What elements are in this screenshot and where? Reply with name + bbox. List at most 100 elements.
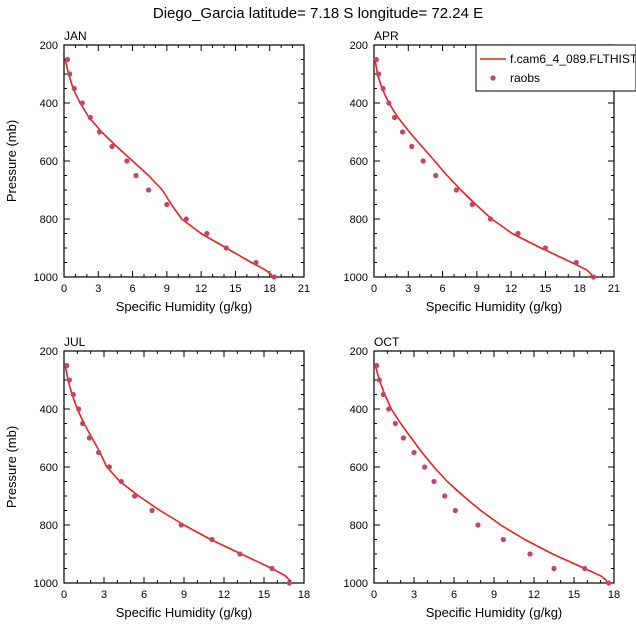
panel-jul: 0 3 6 9 12 15 18 200 400 600 800 1000 JUL Specific Hu… [4,335,310,620]
raobs-point [527,551,533,557]
x-tick-label: 3 [405,283,411,295]
panel-label: JAN [64,29,87,43]
y-tick-label: 200 [350,40,368,52]
raobs-point [386,100,392,106]
y-tick-label: 400 [350,404,368,416]
raobs-point [422,464,428,470]
raobs-point [124,158,130,164]
panel-label: OCT [374,335,400,349]
x-tick-label: 9 [491,589,497,601]
x-tick-label: 6 [451,589,457,601]
raobs-point [133,172,139,179]
y-tick-label: 600 [350,462,368,474]
raobs-point [96,129,103,135]
raobs-point [452,507,458,514]
x-tick-label: 18 [608,589,620,601]
x-tick-label: 6 [141,589,147,601]
y-tick-label: 400 [350,98,368,110]
raobs-point [70,391,76,398]
raobs-point [380,391,386,398]
raobs-point [149,507,155,514]
x-tick-label: 18 [574,283,586,295]
x-tick-label: 0 [61,589,67,601]
model-profile-line [64,365,292,584]
raobs-point [209,536,215,543]
raobs-point [442,493,448,499]
plot-frame [63,350,305,584]
x-tick-label: 21 [608,283,620,295]
raobs-point [80,420,86,427]
x-tick-label: 18 [264,283,276,295]
x-tick-label: 3 [95,283,101,295]
x-axis-title: Specific Humidity (g/kg) [426,605,563,620]
raobs-point [271,274,277,280]
raobs-point [386,406,392,412]
raobs-point [475,522,481,528]
raobs-point [392,420,398,427]
raobs-point [71,85,77,92]
raobs-point [374,362,380,369]
panel-apr: 0 3 6 9 12 15 18 21 200 400 600 800 1000 APR Specific … [344,29,621,314]
x-tick-label: 6 [440,283,446,295]
x-tick-label: 9 [474,283,480,295]
raobs-point [411,449,417,456]
legend-model-label: f.cam6_4_089.FLTHIST [510,52,636,66]
raobs-point [590,274,597,280]
raobs-point [375,71,382,77]
raobs-point [183,216,189,222]
x-tick-label: 0 [61,283,67,295]
raobs-point [76,406,82,412]
raobs-point [373,56,379,63]
raobs-point [409,143,415,150]
x-axis-title: Specific Humidity (g/kg) [426,299,563,314]
raobs-point [573,259,579,266]
raobs-point [164,201,170,208]
raobs-point [400,435,406,441]
raobs-point [106,464,112,470]
raobs-point [551,565,557,572]
raobs-point [515,230,521,237]
raobs-point [145,187,152,193]
x-tick-label: 0 [371,283,377,295]
raobs-point [66,377,72,383]
y-tick-label: 400 [40,404,58,416]
y-tick-label: 400 [40,98,58,110]
raobs-point [286,580,292,586]
model-profile-line [64,59,274,278]
model-profile-line [374,59,594,278]
legend-box [475,44,636,92]
raobs-point [399,129,406,135]
x-tick-label: 15 [229,283,241,295]
raobs-point [223,245,229,251]
y-tick-label: 1000 [344,272,368,284]
x-tick-label: 21 [298,283,310,295]
x-tick-label: 12 [195,283,207,295]
x-tick-label: 15 [258,589,270,601]
x-tick-label: 0 [371,589,377,601]
raobs-point [431,478,437,485]
plot-frame [63,44,305,278]
raobs-point [420,158,426,164]
x-tick-label: 12 [218,589,230,601]
x-tick-label: 12 [528,589,540,601]
raobs-point [64,56,71,63]
model-profile-line [374,365,609,584]
raobs-point [469,201,475,208]
y-tick-label: 200 [40,40,58,52]
legend-obs-label: raobs [510,71,540,85]
x-tick-label: 9 [164,283,170,295]
chart-title: Diego_Garcia latitude= 7.18 S longitude=… [153,5,483,22]
raobs-point [253,259,259,266]
y-tick-label: 600 [40,462,58,474]
panel-label: APR [374,29,399,43]
raobs-point [487,216,494,222]
panel-label: JUL [64,335,86,349]
raobs-point [96,449,102,456]
raobs-point [204,230,210,237]
x-tick-label: 15 [539,283,551,295]
raobs-point [67,71,73,77]
raobs-point [453,187,459,193]
y-tick-label: 800 [40,214,58,226]
